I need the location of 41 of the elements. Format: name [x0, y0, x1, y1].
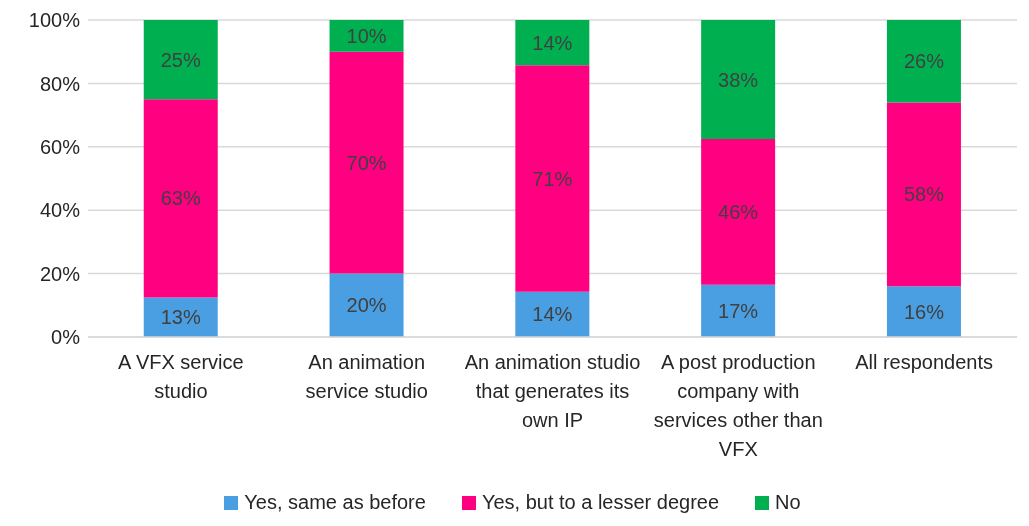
data-label: 38% [718, 68, 759, 91]
x-tick-label: A post production company with services other than VFX [653, 351, 823, 460]
bar [701, 20, 776, 139]
legend-label: Yes, but to a lesser degree [481, 491, 720, 514]
y-tick-label: 80% [39, 72, 81, 95]
data-label: 14% [532, 303, 573, 326]
data-label: 58% [903, 183, 945, 206]
x-tick-label: A VFX service studio [118, 351, 244, 402]
data-label: 25% [160, 48, 201, 71]
y-tick-label: 20% [39, 262, 81, 285]
data-label: 26% [903, 50, 945, 73]
data-label: 46% [718, 200, 759, 223]
x-tick-label: An animation service studio [305, 351, 428, 402]
data-label: 13% [160, 306, 201, 329]
bar [143, 99, 218, 298]
bar [515, 20, 590, 66]
bar [329, 51, 404, 274]
bar [886, 286, 961, 337]
data-label: 20% [346, 294, 387, 317]
bar [886, 20, 961, 103]
bar [701, 284, 776, 337]
data-label: 16% [903, 300, 945, 323]
bar [329, 273, 404, 337]
y-tick-label: 60% [39, 135, 81, 158]
data-label: 14% [532, 31, 573, 54]
data-label: 70% [346, 151, 387, 174]
data-label: 17% [718, 299, 759, 322]
bar [143, 20, 218, 100]
bar [701, 138, 776, 285]
bar [886, 102, 961, 287]
legend-label: No [775, 491, 801, 514]
y-tick-label: 100% [28, 9, 81, 32]
legend-label: Yes, same as before [244, 491, 426, 514]
y-tick-label: 40% [39, 199, 81, 222]
bar [515, 65, 590, 292]
x-tick-label: All respondents [855, 351, 994, 373]
x-tick-label: An animation studio that generates its own IP [464, 351, 641, 431]
y-tick-label: 0% [51, 326, 81, 349]
data-label: 10% [346, 24, 387, 47]
data-label: 63% [160, 187, 201, 210]
data-label: 71% [532, 167, 573, 190]
